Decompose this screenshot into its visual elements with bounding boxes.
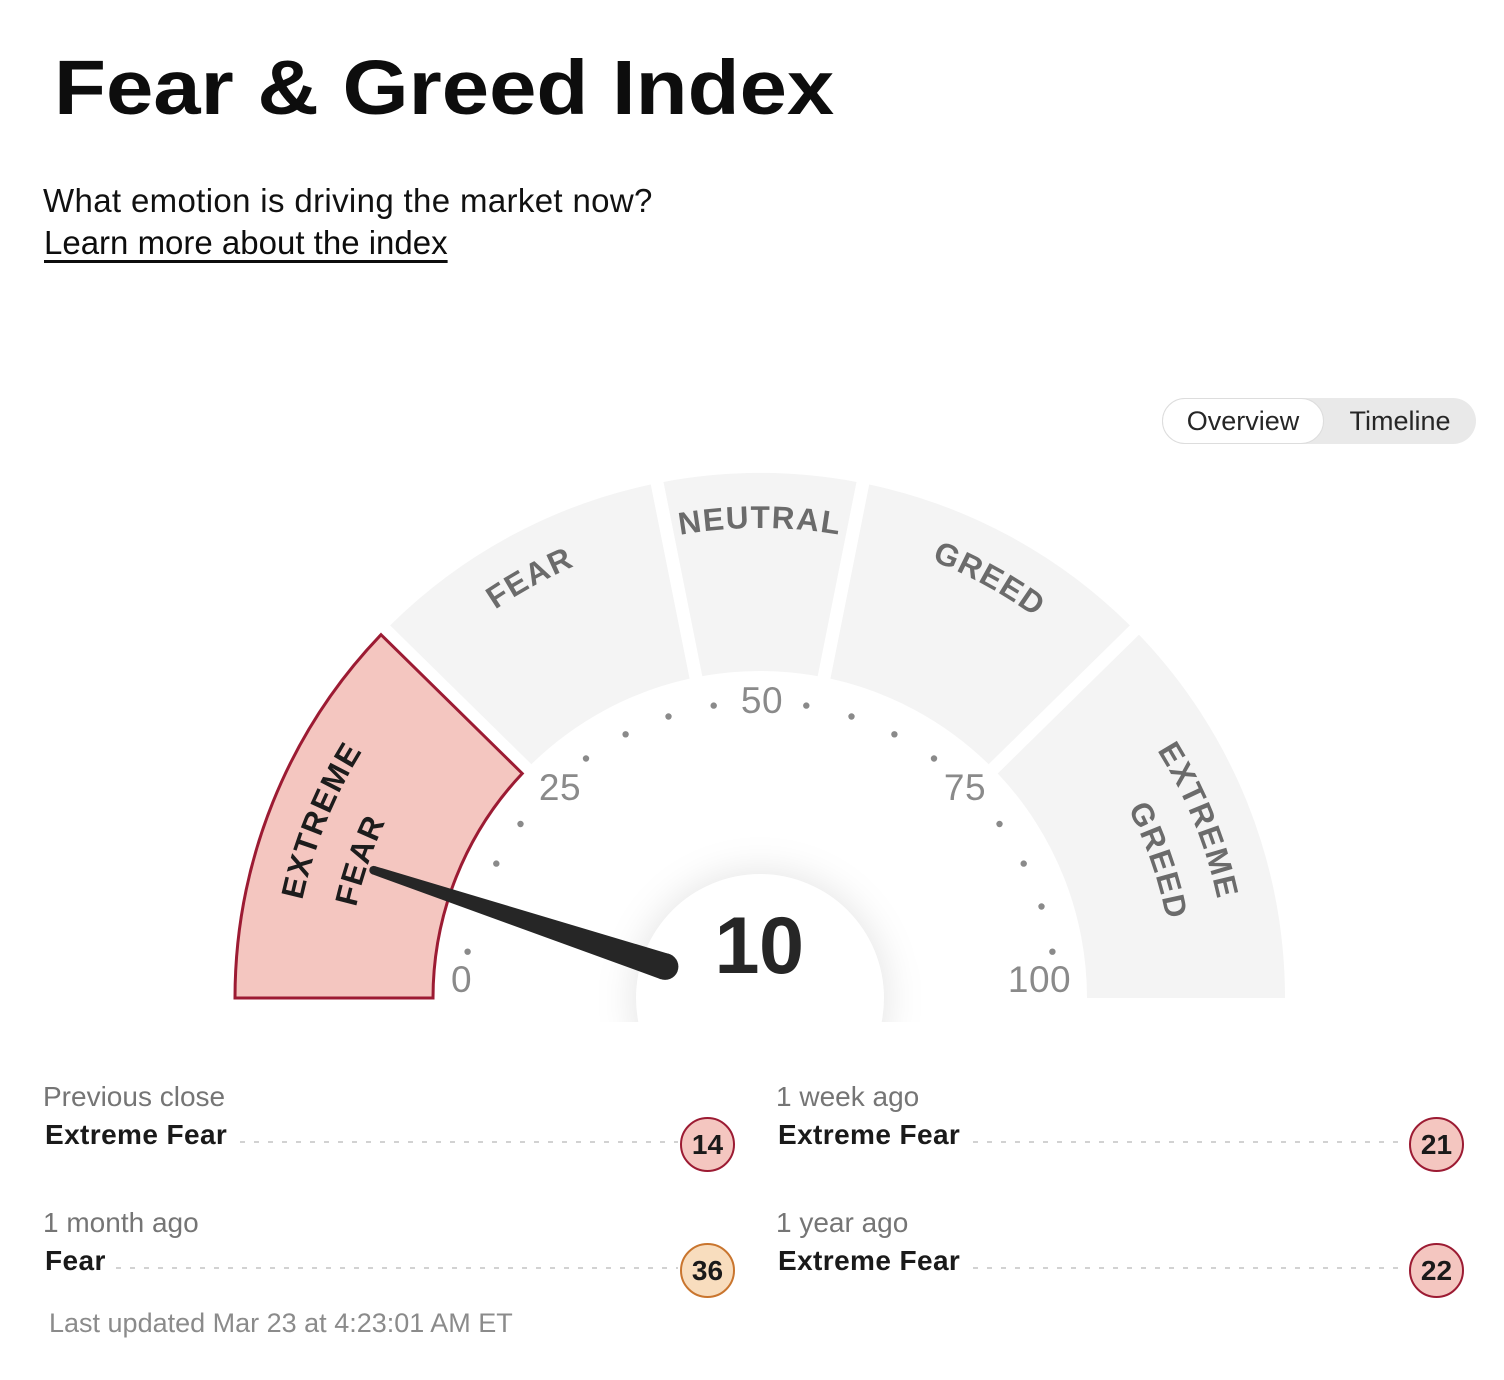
- svg-text:10: 10: [714, 901, 803, 991]
- svg-text:75: 75: [944, 767, 986, 808]
- svg-text:50: 50: [741, 680, 783, 721]
- svg-text:NEUTRAL: NEUTRAL: [676, 499, 845, 542]
- svg-text:25: 25: [539, 767, 581, 808]
- svg-text:0: 0: [451, 959, 472, 1000]
- svg-text:100: 100: [1008, 959, 1071, 1000]
